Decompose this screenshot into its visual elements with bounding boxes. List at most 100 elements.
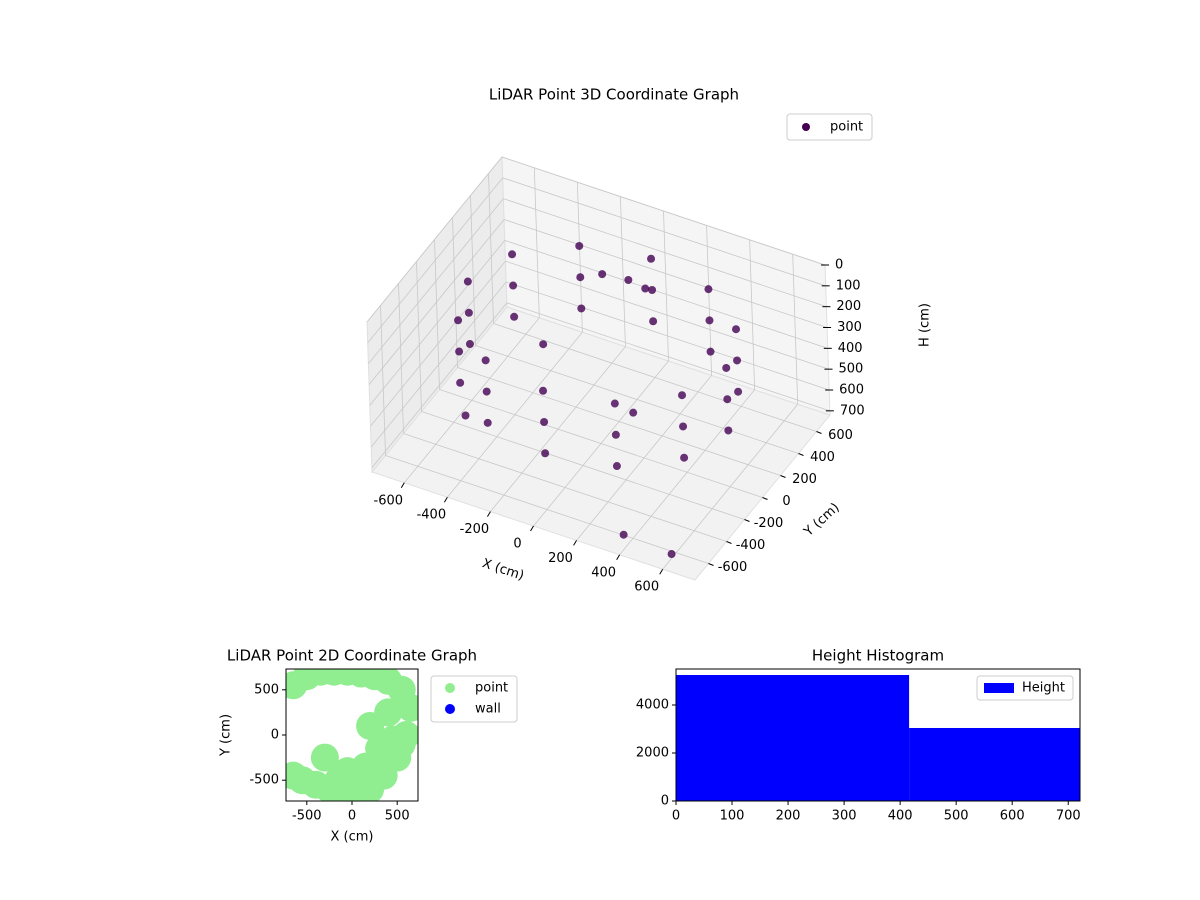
x-tick-label: 0 <box>348 809 356 824</box>
x-tick-label: -400 <box>417 508 447 523</box>
x-tick-label: 500 <box>944 809 969 824</box>
legend-box <box>786 113 873 141</box>
y-tick-label: 0 <box>782 494 790 509</box>
grid-line <box>503 219 828 328</box>
y-tick-label: -200 <box>754 516 784 531</box>
point <box>732 325 741 334</box>
z-tick-label: 500 <box>838 362 863 377</box>
grid-line <box>493 323 817 432</box>
grid-line <box>385 455 709 564</box>
x-tick-label: 400 <box>888 809 913 824</box>
point <box>465 340 474 349</box>
point <box>310 743 339 772</box>
y-tick-label: 0 <box>661 794 669 809</box>
grid-line <box>501 156 826 266</box>
x-tick-label: 400 <box>591 565 616 580</box>
z-tick-label: 300 <box>837 320 862 335</box>
point <box>577 304 586 313</box>
point <box>648 286 657 294</box>
point <box>678 391 687 400</box>
point <box>680 453 689 462</box>
y-tick <box>744 519 750 522</box>
grid-line <box>502 177 826 287</box>
point <box>629 408 638 417</box>
point <box>508 250 517 259</box>
legend-label: Height <box>1022 681 1065 696</box>
z-tick-label: 400 <box>838 341 863 356</box>
legend-label: wall <box>475 702 501 717</box>
x-tick-label: -200 <box>460 522 490 537</box>
point <box>612 462 621 471</box>
y-tick-label: -600 <box>718 560 748 575</box>
y-tick-label: 2000 <box>636 746 669 761</box>
x-tick <box>443 496 448 503</box>
grid-line <box>370 260 506 427</box>
x-tick-label: -600 <box>374 493 404 508</box>
axes-frame <box>675 668 1081 802</box>
z-tick-label: 0 <box>835 258 843 273</box>
point <box>387 730 416 759</box>
x-tick-label: 500 <box>385 809 410 824</box>
grid-line <box>371 302 508 469</box>
x-tick-label: 100 <box>720 809 745 824</box>
x-tick-label: -500 <box>292 809 322 824</box>
bar <box>676 675 910 801</box>
chart-title: LiDAR Point 3D Coordinate Graph <box>489 86 739 104</box>
point <box>679 422 688 431</box>
z-tick-label: 700 <box>840 403 865 418</box>
point <box>455 347 464 356</box>
point <box>396 693 418 722</box>
point <box>510 312 519 321</box>
grid-line <box>370 281 507 448</box>
x-tick-label: 0 <box>672 809 680 824</box>
point <box>667 550 676 559</box>
point <box>610 399 619 408</box>
point <box>483 418 492 427</box>
point <box>733 356 742 365</box>
grid-line <box>366 156 503 323</box>
point <box>456 378 465 387</box>
y-tick-label: -500 <box>249 773 279 788</box>
point <box>509 281 518 290</box>
x-tick <box>400 482 405 489</box>
z-tick-label: 600 <box>839 383 864 398</box>
grid-line <box>503 198 827 308</box>
z-axis-label: H (cm) <box>918 303 933 347</box>
grid-line <box>367 177 504 344</box>
point <box>454 316 463 325</box>
x-tick-label: 700 <box>1056 809 1081 824</box>
legend-label: point <box>830 120 863 135</box>
point <box>611 430 620 439</box>
point <box>722 363 731 372</box>
grid-line <box>504 239 828 349</box>
legend-box <box>430 675 518 723</box>
point <box>461 411 470 420</box>
x-tick-label: 300 <box>832 809 857 824</box>
y-tick <box>816 431 822 434</box>
bar <box>909 727 1080 801</box>
grid-line <box>505 260 829 370</box>
chart-title: LiDAR Point 2D Coordinate Graph <box>227 647 477 665</box>
y-axis-label: Y (cm) <box>219 714 234 757</box>
point <box>482 387 491 396</box>
x-tick <box>616 554 621 561</box>
x-tick <box>573 540 577 546</box>
point <box>575 241 584 250</box>
y-tick-label: 200 <box>792 472 817 487</box>
y-tick-label: 4000 <box>636 698 669 713</box>
point <box>539 386 548 395</box>
legend-marker <box>802 123 810 131</box>
y-tick <box>798 453 804 456</box>
y-axis-label: Y (cm) <box>801 500 843 540</box>
y-tick-label: 600 <box>828 428 853 443</box>
point <box>734 387 743 396</box>
plot-area <box>286 669 418 801</box>
point <box>704 285 713 294</box>
point <box>598 270 607 279</box>
y-tick <box>708 563 714 566</box>
grid-line <box>368 198 504 364</box>
z-tick-label: 100 <box>836 278 861 293</box>
point <box>705 316 714 325</box>
y-tick-label: -400 <box>736 538 766 553</box>
